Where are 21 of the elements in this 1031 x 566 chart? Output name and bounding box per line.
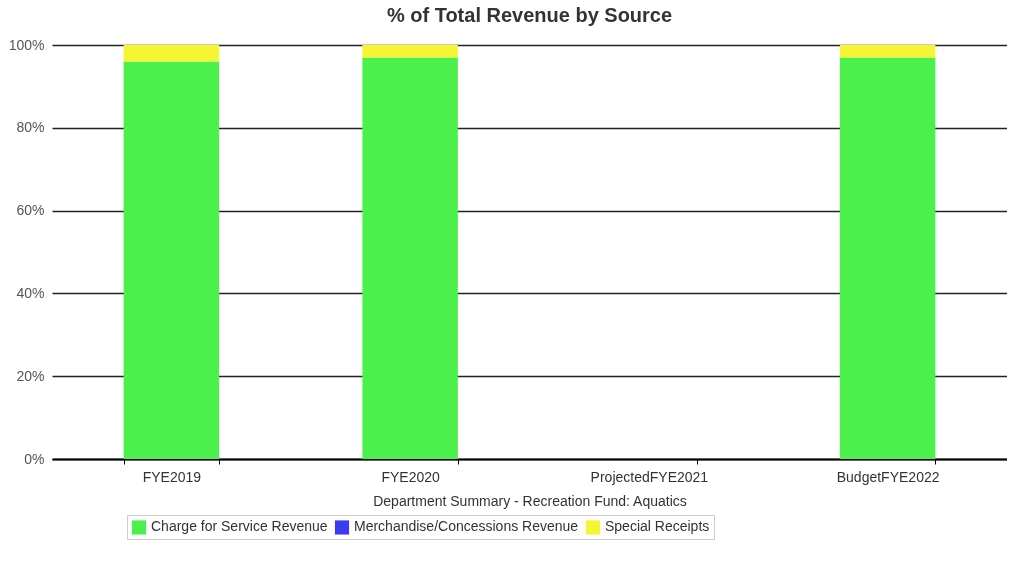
- y-tick-label: 20%: [16, 367, 45, 384]
- x-axis-title: Department Summary - Recreation Fund: Aquatics: [373, 492, 687, 509]
- legend-label: Special Receipts: [605, 518, 710, 535]
- x-tick-label: FYE2019: [142, 468, 202, 485]
- y-tick-label: 40%: [16, 284, 45, 301]
- bar: [123, 45, 220, 62]
- bar: [839, 45, 936, 58]
- x-tick-label: ProjectedFYE2021: [590, 468, 709, 485]
- bar: [123, 61, 220, 459]
- bar: [839, 57, 936, 459]
- legend-label: Merchandise/Concessions Revenue: [354, 518, 579, 535]
- y-tick-label: 80%: [16, 119, 45, 136]
- chart-title: % of Total Revenue by Source: [386, 4, 673, 26]
- y-tick-label: 0%: [24, 450, 45, 467]
- x-tick-label: BudgetFYE2022: [836, 468, 940, 485]
- bar: [362, 57, 458, 459]
- bar: [362, 45, 458, 58]
- legend-label: Charge for Service Revenue: [151, 518, 328, 535]
- y-tick-label: 60%: [16, 202, 45, 219]
- y-tick-label: 100%: [8, 36, 45, 53]
- x-tick-label: FYE2020: [381, 468, 441, 485]
